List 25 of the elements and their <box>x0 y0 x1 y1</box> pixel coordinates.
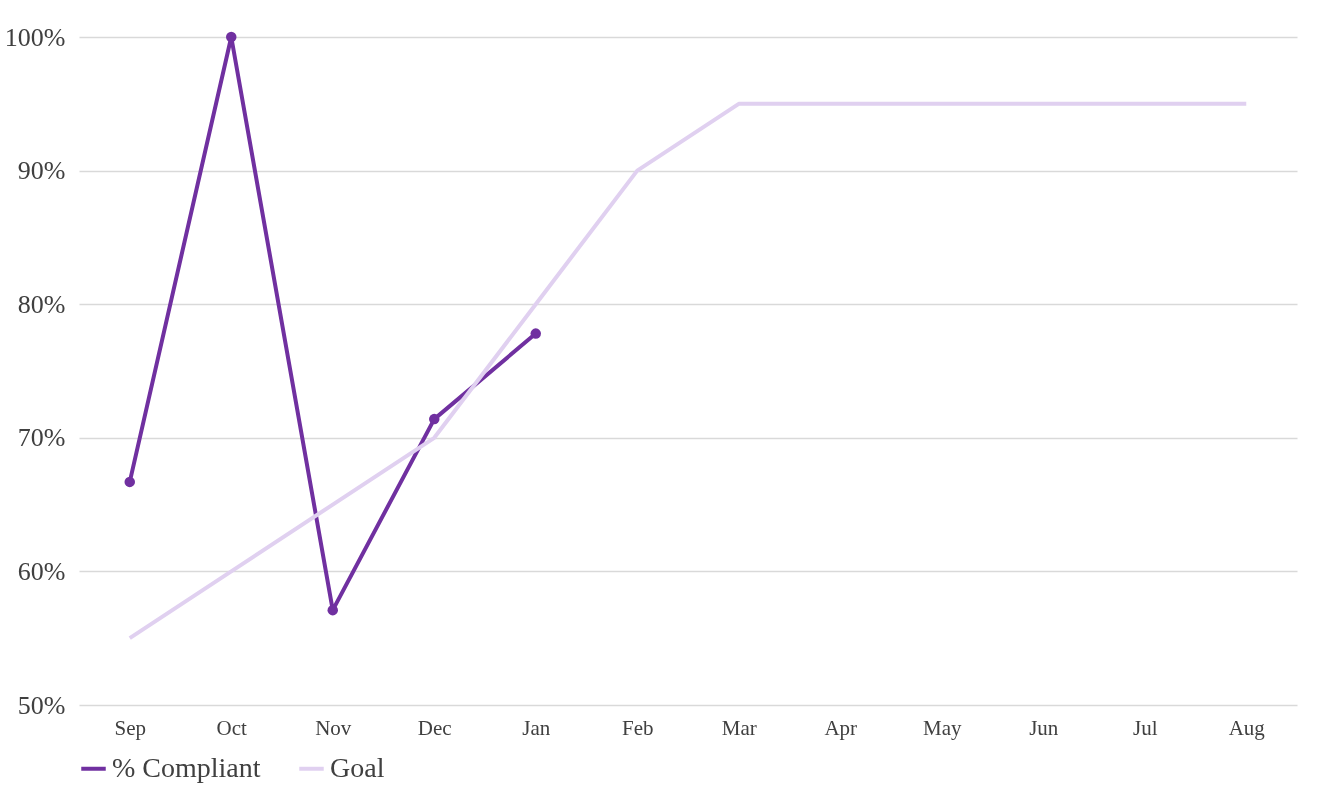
line-series <box>127 101 1249 641</box>
x-tick-label: Apr <box>824 715 858 740</box>
x-tick-label: Sep <box>114 715 146 740</box>
y-tick-label: 90% <box>17 156 66 186</box>
legend-label: Goal <box>330 751 385 783</box>
point <box>124 476 135 488</box>
x-tick-label: Jun <box>1029 715 1059 740</box>
x-tick-label: Jan <box>522 715 551 740</box>
x-tick-label: Mar <box>721 715 757 740</box>
x-tick-label: Jul <box>1132 715 1158 740</box>
x-tick-label: Oct <box>216 715 248 740</box>
point <box>226 31 237 43</box>
x-tick-label: Aug <box>1228 715 1266 740</box>
y-tick-label: 100% <box>4 22 66 52</box>
y-tick-label: 60% <box>17 556 66 586</box>
y-tick-label: 80% <box>17 289 66 319</box>
legend-label: % Compliant <box>112 751 261 783</box>
x-tick-label: Feb <box>622 715 654 740</box>
x-tick-label: Dec <box>417 715 452 740</box>
y-tick-label: 50% <box>17 690 66 720</box>
x-tick-label: May <box>923 715 962 740</box>
point <box>530 328 541 339</box>
point <box>429 413 440 425</box>
y-tick-label: 70% <box>17 423 66 453</box>
x-tick-label: Nov <box>315 715 352 740</box>
